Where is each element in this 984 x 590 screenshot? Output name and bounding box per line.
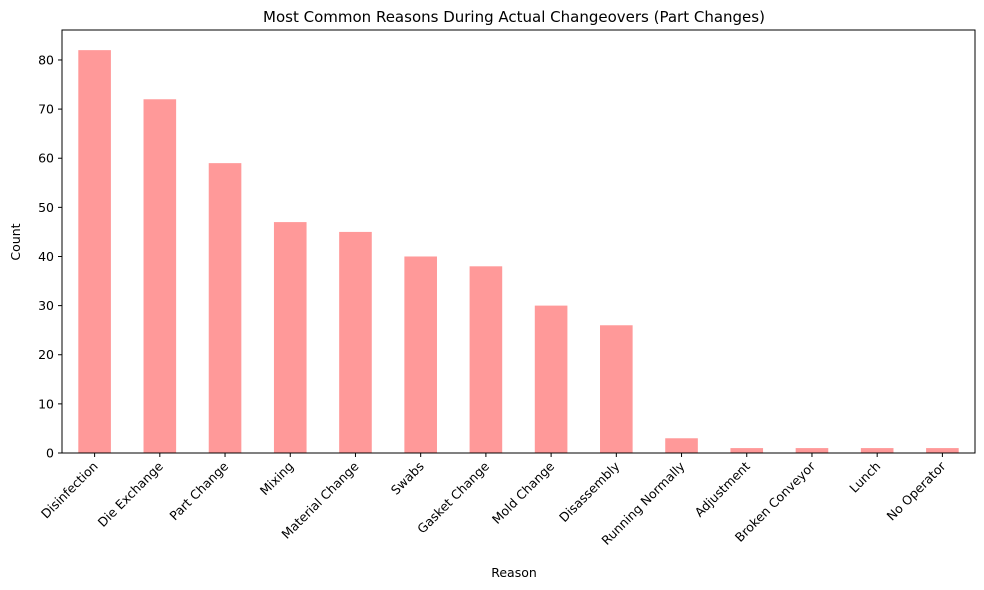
y-tick-label: 60 [38, 151, 54, 166]
bar-gasket-change [469, 266, 503, 453]
y-tick-label: 50 [38, 200, 54, 215]
bar-running-normally [665, 438, 698, 453]
x-tick-label: Die Exchange [95, 458, 167, 530]
y-axis: 0 10 20 30 40 50 60 70 80 [38, 52, 62, 461]
y-tick-label: 10 [38, 396, 54, 411]
x-tick-label: Adjustment [692, 458, 753, 519]
plot-frame [61, 29, 976, 454]
bar-disinfection [78, 50, 111, 454]
bars-group [78, 50, 959, 454]
y-axis-label: Count [8, 223, 23, 260]
chart-title: Most Common Reasons During Actual Change… [263, 8, 765, 26]
x-tick-label: Mold Change [489, 458, 558, 527]
x-tick-label: Disassembly [556, 458, 623, 525]
bar-material-change [339, 231, 372, 453]
bar-no-operator [926, 448, 959, 453]
x-tick-label: Swabs [388, 459, 427, 498]
bar-mixing [273, 222, 307, 453]
y-tick-label: 70 [38, 102, 54, 117]
bar-swabs [404, 256, 437, 453]
y-tick-label: 40 [38, 249, 54, 264]
x-tick-label: Disinfection [38, 459, 101, 522]
bar-adjustment [730, 448, 764, 453]
bar-die-exchange [143, 99, 177, 453]
x-tick-label: Mixing [257, 459, 297, 499]
y-tick-label: 20 [38, 347, 54, 362]
x-tick-label: Lunch [846, 459, 883, 496]
y-tick-label: 0 [46, 446, 54, 461]
bar-disassembly [600, 325, 633, 453]
y-tick-label: 30 [38, 298, 54, 313]
bar-part-change [208, 163, 242, 453]
y-tick-label: 80 [38, 52, 54, 67]
bar-mold-change [534, 305, 568, 453]
x-axis-label: Reason [491, 565, 537, 580]
x-tick-label: No Operator [884, 458, 950, 524]
bar-broken-conveyor [795, 448, 829, 453]
x-tick-label: Part Change [166, 458, 231, 523]
bar-lunch [860, 448, 894, 453]
